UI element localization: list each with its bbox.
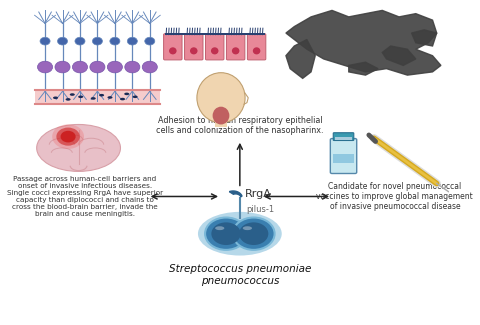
- Circle shape: [52, 124, 84, 149]
- Circle shape: [75, 37, 85, 45]
- Ellipse shape: [190, 47, 198, 54]
- Ellipse shape: [197, 73, 245, 123]
- Text: Passage across human-cell barriers and
onset of invasive infectious diseases.
Si: Passage across human-cell barriers and o…: [7, 176, 163, 217]
- Circle shape: [142, 61, 157, 73]
- Ellipse shape: [215, 226, 224, 230]
- Circle shape: [211, 222, 240, 245]
- FancyBboxPatch shape: [336, 136, 352, 140]
- Polygon shape: [286, 40, 315, 78]
- Ellipse shape: [132, 96, 138, 98]
- Polygon shape: [229, 191, 242, 197]
- FancyBboxPatch shape: [164, 34, 182, 60]
- Ellipse shape: [243, 226, 252, 230]
- Ellipse shape: [211, 47, 218, 54]
- FancyBboxPatch shape: [247, 34, 266, 60]
- Circle shape: [108, 61, 122, 73]
- Ellipse shape: [120, 98, 125, 100]
- Ellipse shape: [124, 93, 129, 95]
- Circle shape: [40, 37, 50, 45]
- Polygon shape: [286, 10, 441, 75]
- Circle shape: [58, 37, 68, 45]
- Text: Streptococcus pneumoniae
pneumococcus: Streptococcus pneumoniae pneumococcus: [168, 265, 311, 286]
- FancyBboxPatch shape: [35, 90, 160, 104]
- FancyBboxPatch shape: [333, 133, 354, 140]
- Circle shape: [37, 61, 53, 73]
- FancyBboxPatch shape: [215, 114, 227, 127]
- FancyBboxPatch shape: [205, 34, 224, 60]
- FancyBboxPatch shape: [227, 34, 245, 60]
- Ellipse shape: [253, 47, 260, 54]
- FancyBboxPatch shape: [184, 34, 203, 60]
- Circle shape: [233, 217, 275, 250]
- Circle shape: [125, 61, 140, 73]
- Ellipse shape: [66, 98, 71, 101]
- Circle shape: [72, 61, 87, 73]
- Ellipse shape: [108, 96, 112, 99]
- Text: Candidate for novel pneumococcal
vaccines to improve global management
of invasi: Candidate for novel pneumococcal vaccine…: [316, 182, 473, 211]
- Circle shape: [110, 37, 120, 45]
- Text: RrgA: RrgA: [245, 189, 272, 199]
- Ellipse shape: [78, 96, 83, 98]
- Ellipse shape: [99, 94, 104, 97]
- Ellipse shape: [70, 93, 75, 96]
- Circle shape: [127, 37, 137, 45]
- Circle shape: [239, 222, 268, 245]
- Ellipse shape: [53, 97, 58, 99]
- Ellipse shape: [91, 97, 96, 100]
- Circle shape: [60, 131, 76, 142]
- Circle shape: [92, 37, 102, 45]
- Ellipse shape: [198, 212, 282, 255]
- Circle shape: [205, 217, 247, 250]
- Circle shape: [145, 37, 155, 45]
- Polygon shape: [382, 46, 416, 65]
- Circle shape: [56, 127, 80, 146]
- Circle shape: [55, 61, 70, 73]
- FancyBboxPatch shape: [165, 33, 264, 35]
- FancyBboxPatch shape: [35, 14, 160, 130]
- FancyBboxPatch shape: [333, 154, 354, 163]
- Polygon shape: [349, 62, 378, 75]
- FancyBboxPatch shape: [330, 138, 357, 174]
- Ellipse shape: [36, 124, 120, 171]
- Text: Adhesion to human respiratory epithelial
cells and colonization of the nasophari: Adhesion to human respiratory epithelial…: [156, 116, 324, 135]
- Text: pilus-1: pilus-1: [246, 205, 274, 214]
- Ellipse shape: [232, 47, 240, 54]
- Ellipse shape: [169, 47, 177, 54]
- Circle shape: [90, 61, 105, 73]
- Polygon shape: [411, 30, 437, 46]
- Ellipse shape: [213, 107, 229, 124]
